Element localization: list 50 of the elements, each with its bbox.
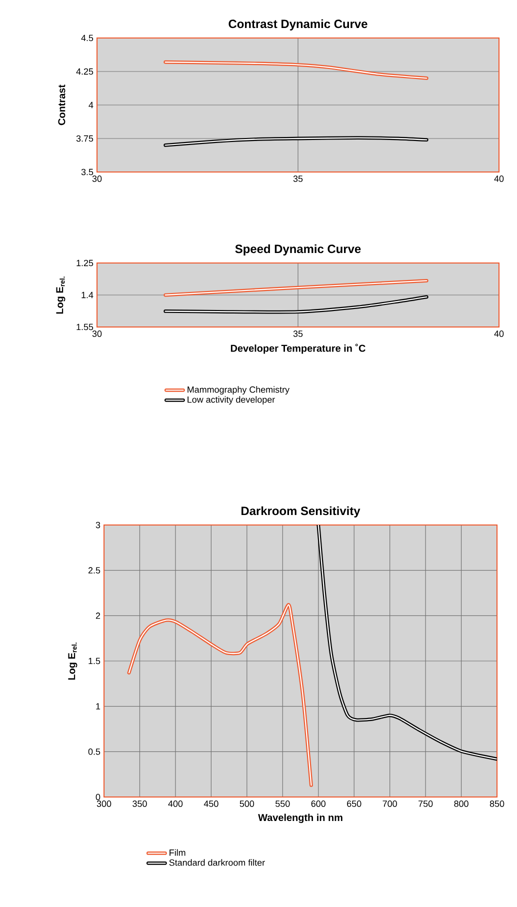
x-tick-label: 600	[311, 800, 326, 807]
y-tick-label: 3.5	[81, 168, 94, 176]
x-axis-title: Wavelength in nm	[258, 814, 342, 824]
y-tick-label: 2	[96, 612, 100, 619]
x-tick-label: 500	[240, 800, 254, 807]
y-tick-label: 4.25	[76, 68, 94, 75]
y-tick-label: 1.4	[82, 292, 94, 298]
legend-label: Low activity developer	[188, 396, 275, 405]
chart-title: Contrast Dynamic Curve	[228, 19, 368, 30]
x-tick-label: 750	[418, 800, 433, 807]
y-tick-label: 2.5	[88, 567, 100, 574]
x-tick-label: 300	[96, 800, 112, 807]
line-series	[127, 603, 313, 787]
y-tick-label: 3.75	[76, 135, 94, 142]
x-tick-label: 40	[494, 176, 504, 182]
chart-title: Speed Dynamic Curve	[235, 244, 361, 256]
x-tick-label: 30	[92, 176, 102, 182]
legend-label: Standard darkroom filter	[169, 859, 265, 866]
y-tick-label: 1	[96, 703, 100, 710]
y-tick-label: 1.5	[88, 658, 100, 664]
line-series	[164, 295, 428, 314]
y-tick-label: 4.5	[81, 34, 94, 42]
x-tick-label: 350	[132, 800, 147, 807]
y-tick-label: 0	[96, 794, 100, 800]
y-tick-label: 0.5	[88, 748, 100, 755]
y-axis-title: Log E$_{rel.}$	[56, 276, 66, 314]
x-tick-label: 800	[454, 800, 468, 807]
line-series	[164, 136, 428, 147]
x-tick-label: 35	[293, 330, 303, 337]
x-tick-label: 450	[204, 800, 218, 807]
x-axis-title: Developer Temperature in ˚C	[230, 344, 366, 354]
y-tick-label: 1.25	[76, 260, 94, 266]
y-axis-title: Contrast	[58, 84, 66, 126]
legend-label: Film	[170, 849, 186, 856]
y-axis-title: Log E$_{rel.}$	[68, 642, 78, 680]
y-tick-label: 1.55	[76, 324, 94, 330]
y-tick-label: 4	[88, 102, 94, 108]
x-tick-label: 40	[494, 330, 504, 337]
x-tick-label: 550	[276, 800, 290, 807]
x-tick-label: 30	[92, 330, 102, 337]
legend-label: Mammography Chemistry	[188, 386, 290, 395]
x-tick-label: 650	[347, 800, 362, 807]
x-tick-label: 850	[490, 800, 504, 807]
x-tick-label: 400	[168, 800, 183, 807]
line-series	[316, 525, 498, 761]
y-tick-label: 3	[96, 522, 100, 528]
x-tick-label: 35	[293, 176, 303, 182]
x-tick-label: 700	[382, 800, 397, 807]
chart-title: Darkroom Sensitivity	[242, 506, 360, 518]
line-series	[164, 60, 428, 80]
